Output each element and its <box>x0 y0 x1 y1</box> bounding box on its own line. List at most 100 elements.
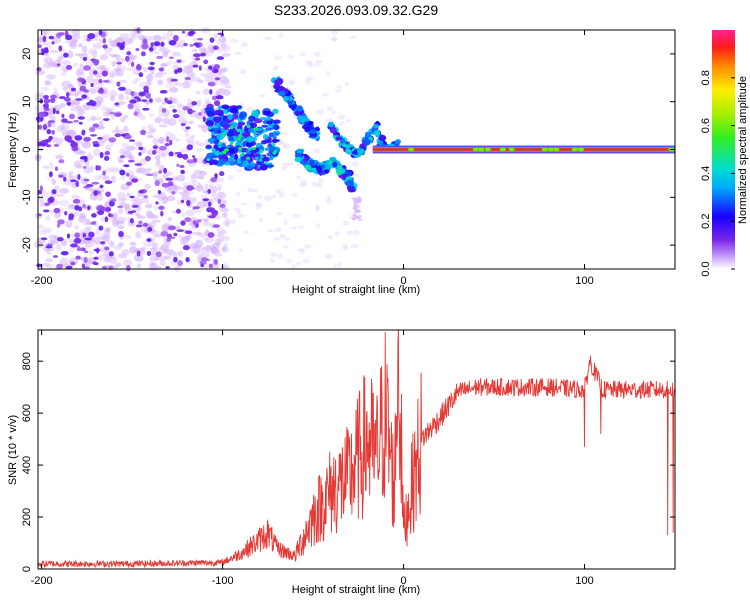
spectrogram-cell-101 <box>58 187 69 194</box>
spectrogram-cell-993 <box>140 129 147 136</box>
spectrogram-cell-1399 <box>273 236 280 241</box>
spectrogram-cell-245 <box>65 220 73 228</box>
spectrogram-cell-879 <box>201 171 207 176</box>
spectrogram-cell-920 <box>58 96 66 100</box>
spectrogram-cell-1211 <box>37 141 43 147</box>
spectrogram-cell-1347 <box>306 61 315 68</box>
spectrogram-cell-403 <box>58 206 65 215</box>
spectrogram-cell-1273 <box>96 205 105 212</box>
spectrogram-cell-693 <box>121 201 126 208</box>
spectrogram-cell-955 <box>213 259 218 265</box>
spectrogram-cell-1176 <box>84 237 92 241</box>
spectrogram-cell-866 <box>108 72 117 77</box>
spectrogram-cell-1311 <box>52 255 59 258</box>
spectrogram-cell-1372 <box>235 191 241 196</box>
spectrogram-cell-772 <box>157 114 162 119</box>
spectrogram-cell-2047 <box>294 156 302 163</box>
spectrogram-cell-2040 <box>308 159 315 166</box>
spectrogram-cell-1761 <box>246 124 251 128</box>
spectrogram-cell-1041 <box>192 220 197 226</box>
spectrogram-cell-1254 <box>187 186 195 190</box>
spectrogram-cell-756 <box>43 62 52 69</box>
spectrogram-cell-1260 <box>104 246 110 251</box>
spectrogram-cell-660 <box>34 104 43 113</box>
spectrogram-cell-592 <box>86 75 94 84</box>
spectrogram-cell-1022 <box>149 98 153 103</box>
spectrogram-cell-1275 <box>45 245 53 249</box>
spectrogram-cell-307 <box>178 234 183 239</box>
spectrogram-cell-972 <box>150 41 154 48</box>
spectrogram-cell-225 <box>88 48 98 55</box>
spectrogram-cell-1779 <box>259 149 264 154</box>
spectrogram-cell-1356 <box>251 188 259 193</box>
spectrogram-cell-273 <box>166 60 173 66</box>
spectrogram-cell-288 <box>121 249 130 256</box>
spectrogram-cell-750 <box>98 174 108 180</box>
spectrogram-cell-1295 <box>191 101 198 106</box>
spectrogram-cell-186 <box>110 113 116 120</box>
spectrogram-cell-1364 <box>279 131 288 136</box>
spectrogram-cell-1898 <box>294 110 301 116</box>
spectrogram-cell-1207 <box>79 77 84 83</box>
spectrogram-cell-1137 <box>47 121 52 128</box>
spectrogram-cell-1180 <box>176 229 185 232</box>
spectrogram-cell-1033 <box>58 174 64 178</box>
spectrogram-cell-995 <box>92 123 100 128</box>
spectrogram-cell-1772 <box>211 148 216 152</box>
spectrogram-cell-1689 <box>268 143 273 147</box>
spectrogram-cell-639 <box>128 154 133 160</box>
spectrogram-cell-1352 <box>341 244 349 249</box>
spectrogram-cell-391 <box>109 53 118 58</box>
spectrogram-cell-1276 <box>153 41 161 47</box>
spectrogram-cell-516 <box>197 233 206 237</box>
spectrogram-cell-494 <box>179 238 186 245</box>
spectrogram-cell-1324 <box>304 244 311 249</box>
spectrogram-cell-692 <box>190 72 196 79</box>
spectrogram-cell-1478 <box>326 195 332 201</box>
spectrogram-cell-1745 <box>238 147 243 151</box>
spectrogram-cell-1049 <box>157 189 162 195</box>
spectrogram-cell-1233 <box>41 48 45 54</box>
spectrogram-cell-904 <box>61 113 65 119</box>
snr-y-ticks: 0 200 400 600 800 <box>21 352 675 572</box>
spectrogram-cell-1358 <box>257 194 263 200</box>
spectrogram-cell-1455 <box>236 209 241 215</box>
spectrogram-cell-1002 <box>129 99 137 104</box>
snr-x-label: Height of straight line (km) <box>292 584 420 596</box>
colorbar: 0.0 0.2 0.4 0.6 0.8 Normalized spectral ampl… <box>700 30 749 277</box>
spectrogram-cell-1046 <box>58 45 63 52</box>
spectrogram-cell-390 <box>98 120 104 126</box>
spectrogram-cell-1177 <box>88 231 95 238</box>
spectrogram-cell-890 <box>68 204 75 208</box>
spectrogram-cell-1200 <box>199 260 207 265</box>
spectrogram-cell-846 <box>163 113 170 118</box>
spectrogram-cell-1349 <box>315 222 321 229</box>
spectrogram-cell-1114 <box>70 243 78 248</box>
spectrogram-cell-1079 <box>96 247 100 254</box>
spectrogram-cell-1246 <box>59 32 65 36</box>
spectrogram-cell-957 <box>180 199 185 203</box>
spectrogram-cell-2163 <box>364 131 371 137</box>
spectrogram-cell-151 <box>55 155 63 159</box>
spectrogram-cell-1045 <box>197 37 204 41</box>
spectrogram-cell-2049 <box>332 161 338 168</box>
spectrogram-cell-677 <box>157 136 166 144</box>
spectrogram-cell-2048 <box>315 165 322 173</box>
spectrogram-cell-1428 <box>311 181 320 187</box>
spectrogram-cell-1156 <box>74 135 83 141</box>
spectrogram-cell-175 <box>68 238 76 244</box>
spectrogram-cell-372 <box>38 145 45 153</box>
spectrogram-cell-849 <box>134 254 144 262</box>
spectrogram-cell-617 <box>105 227 111 232</box>
spectrogram-cell-1024 <box>176 163 180 168</box>
spectrogram-cell-1312 <box>166 238 172 242</box>
spectrogram-cell-1192 <box>51 41 55 45</box>
spectrogram-cell-657 <box>42 165 50 169</box>
spectrogram-cell-293 <box>204 75 214 83</box>
spectrogram-cell-581 <box>197 175 205 180</box>
spectrogram-cell-159 <box>174 226 181 230</box>
spectrogram-cell-1543 <box>261 124 269 128</box>
spectrogram-cell-1738 <box>205 144 212 149</box>
spectrogram-cell-506 <box>160 243 170 252</box>
